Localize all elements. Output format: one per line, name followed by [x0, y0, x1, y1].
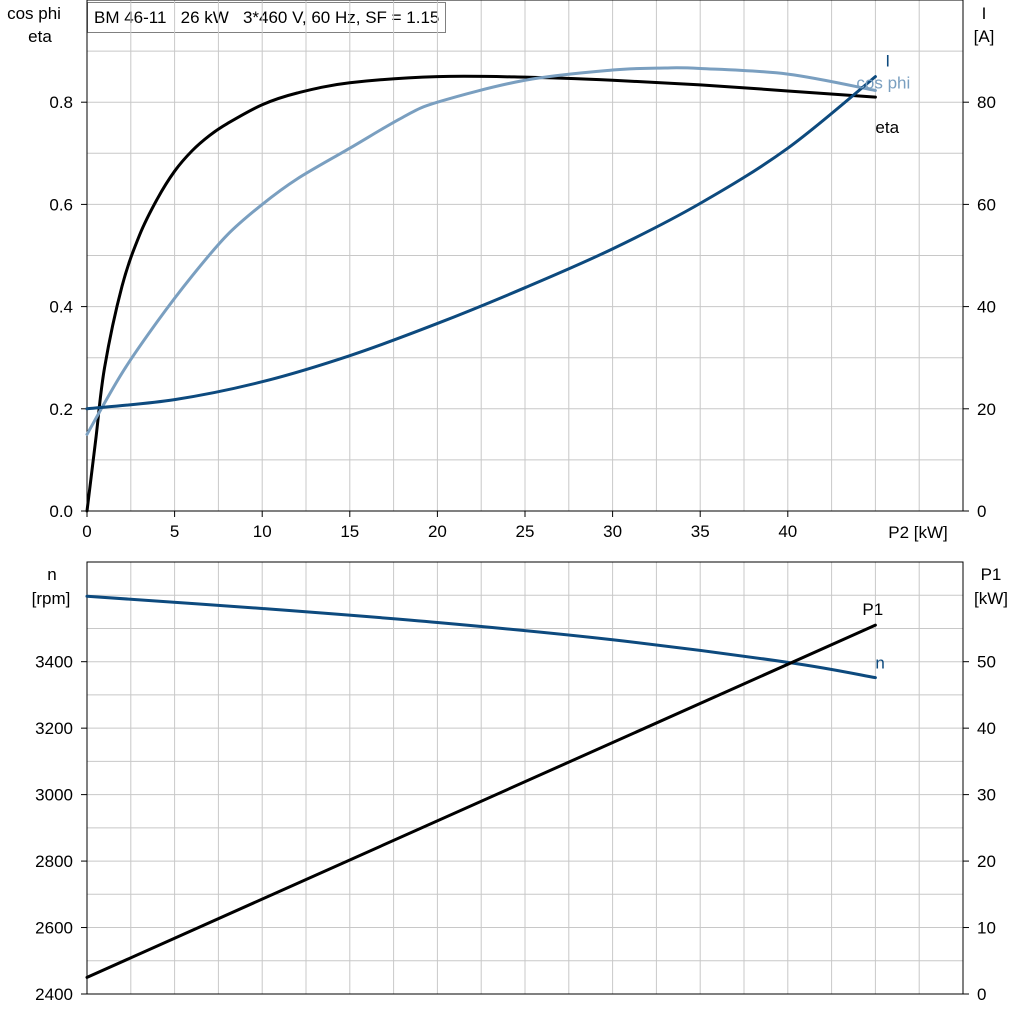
top-left-tick-label: 0.8 [49, 93, 73, 112]
bottom-series-p1-line [85, 623, 877, 979]
top-right-tick-label: 20 [977, 400, 996, 419]
top-x-tick-label: 30 [603, 522, 622, 541]
top-x-tick-label: 20 [428, 522, 447, 541]
bottom-left-tick-label: 2800 [35, 852, 73, 871]
top-x-tick-label: 5 [170, 522, 179, 541]
bottom-left-tick-label: 3400 [35, 653, 73, 672]
bottom-right-tick-label: 0 [977, 985, 986, 1004]
top-left-tick-label: 0.0 [49, 502, 73, 521]
top-series-label-cos-phi: cos phi [856, 73, 910, 92]
bottom-right-axis-label-line2: [kW] [974, 589, 1008, 608]
top-right-tick-label: 40 [977, 298, 996, 317]
bottom-left-tick-label: 3000 [35, 786, 73, 805]
top-series-i-line [85, 75, 877, 411]
top-left-tick-label: 0.6 [49, 195, 73, 214]
top-right-axis-label-line2: [A] [974, 27, 995, 46]
bottom-right-tick-label: 30 [977, 786, 996, 805]
top-series-cos-phi-line [85, 66, 877, 436]
x-axis-label: P2 [kW] [888, 523, 948, 542]
top-series-eta-line [85, 74, 877, 513]
top-left-axis-label-line1: cos phi [7, 4, 61, 23]
top-left-axis-label-line2: eta [28, 27, 52, 46]
bottom-left-tick-label: 3200 [35, 719, 73, 738]
bottom-left-tick-label: 2400 [35, 985, 73, 1004]
bottom-right-tick-label: 10 [977, 919, 996, 938]
top-left-tick-label: 0.2 [49, 400, 73, 419]
chart-title: BM 46-11 26 kW 3*460 V, 60 Hz, SF = 1.15 [87, 2, 447, 33]
top-right-tick-label: 60 [977, 195, 996, 214]
top-x-tick-label: 25 [516, 522, 535, 541]
bottom-right-tick-label: 40 [977, 719, 996, 738]
bottom-series-label-n: n [875, 654, 884, 673]
top-left-tick-label: 0.4 [49, 298, 73, 317]
top-series-label-i: I [885, 52, 890, 71]
bottom-left-tick-label: 2600 [35, 919, 73, 938]
top-x-tick-label: 0 [82, 522, 91, 541]
top-x-tick-label: 15 [340, 522, 359, 541]
bottom-series-n-line [85, 594, 877, 680]
top-series-label-eta: eta [875, 118, 899, 137]
bottom-plot-frame [86, 561, 964, 995]
bottom-series-label-p1: P1 [862, 600, 883, 619]
bottom-left-axis-label-line1: n [47, 565, 56, 584]
top-x-tick-label: 35 [691, 522, 710, 541]
top-right-tick-label: 80 [977, 93, 996, 112]
bottom-right-tick-label: 50 [977, 653, 996, 672]
bottom-left-axis-label-line2: [rpm] [32, 589, 71, 608]
top-right-tick-label: 0 [977, 502, 986, 521]
top-x-tick-label: 10 [253, 522, 272, 541]
top-right-axis-label-line1: I [982, 4, 987, 23]
top-x-tick-label: 40 [778, 522, 797, 541]
bottom-right-tick-label: 20 [977, 852, 996, 871]
bottom-right-axis-label-line1: P1 [981, 565, 1002, 584]
